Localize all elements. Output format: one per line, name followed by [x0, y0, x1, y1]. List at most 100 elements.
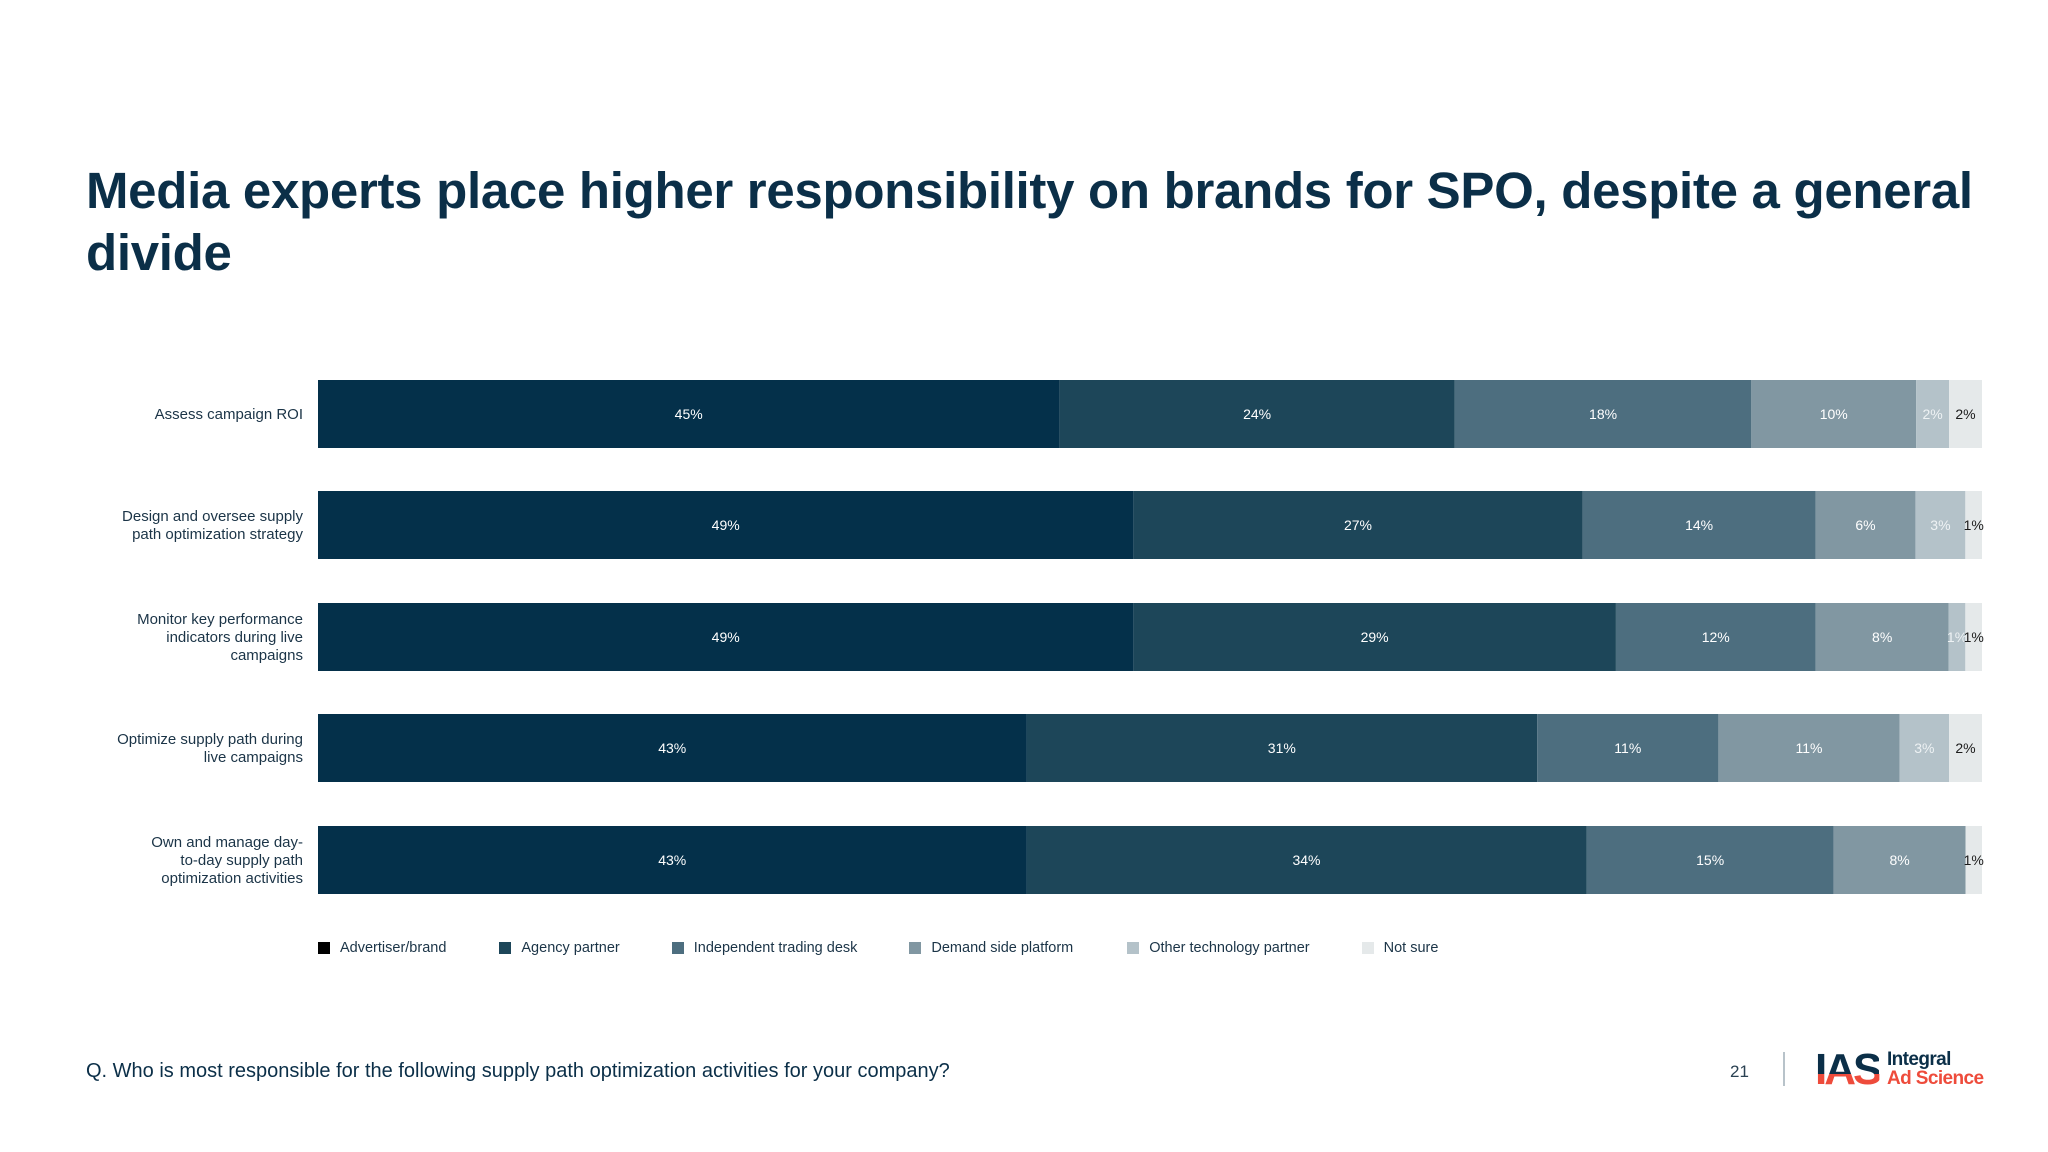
bar-segment-advertiser-brand: [318, 603, 1134, 671]
bar-segment-not-sure: [1965, 826, 1982, 894]
bar-segment-independent-trading-desk: [1586, 826, 1834, 894]
bar-segment-demand-side-platform: [1718, 714, 1900, 782]
legend-item: Independent trading desk: [671, 940, 858, 956]
bar-value-label: 1%: [1964, 629, 1984, 645]
logo-line-2: Ad Science: [1887, 1068, 1984, 1089]
category-label-line: Monitor key performance: [137, 611, 303, 628]
category-label-line: live campaigns: [204, 749, 303, 766]
legend-swatch: [1361, 942, 1374, 954]
chart-legend: Advertiser/brand Agency partner Independen…: [318, 940, 1438, 956]
category-label: Design and oversee supply path optimizati…: [122, 508, 303, 543]
bar-value-label: 18%: [1589, 406, 1617, 422]
bar-segment-other-technology-partner: [1948, 603, 1966, 671]
bar-value-label: 8%: [1872, 629, 1892, 645]
bar-value-label: 49%: [712, 517, 740, 533]
bar-segment-independent-trading-desk: [1582, 491, 1816, 559]
bar-value-label: 29%: [1361, 629, 1389, 645]
bar-segment-demand-side-platform: [1815, 603, 1949, 671]
bar-value-label: 1%: [1964, 517, 1984, 533]
logo-line-1: Integral: [1887, 1049, 1951, 1070]
bar-segment-demand-side-platform: [1815, 491, 1916, 559]
bar-segment-demand-side-platform: [1833, 826, 1966, 894]
bar-segment-not-sure: [1949, 380, 1982, 448]
bar-value-label: 1%: [1947, 629, 1967, 645]
bar-value-label: 6%: [1855, 517, 1875, 533]
legend-item: Other technology partner: [1127, 940, 1310, 956]
page-title: Media experts place higher responsibilit…: [86, 162, 1973, 281]
logo-text: Integral Ad Science: [1887, 1049, 1984, 1089]
bars-group: 45% 24% 18% 10% 2% 2% 49% 27% 14% 6% 3% 1% 49% 29% 12%…: [318, 380, 1984, 894]
bar-value-label: 49%: [712, 629, 740, 645]
legend-item: Agency partner: [499, 940, 620, 956]
legend-item: Not sure: [1361, 940, 1438, 956]
page-number: 21: [1730, 1062, 1749, 1081]
bar-value-label: 45%: [675, 406, 703, 422]
bar-value-label: 43%: [658, 740, 686, 756]
bar-segment-other-technology-partner: [1899, 714, 1950, 782]
bar-segment-demand-side-platform: [1751, 380, 1917, 448]
bar-segment-not-sure: [1949, 714, 1982, 782]
category-labels: Assess campaign ROI Design and oversee su…: [117, 406, 303, 887]
bar-value-label: 11%: [1614, 740, 1641, 756]
bar-value-label: 2%: [1922, 406, 1942, 422]
bar-segment-advertiser-brand: [318, 380, 1060, 448]
bar-value-label: 34%: [1292, 852, 1320, 868]
bar-segment-advertiser-brand: [318, 491, 1134, 559]
bar-value-label: 31%: [1268, 740, 1296, 756]
bar-value-label: 12%: [1702, 629, 1730, 645]
bar-segment-agency-partner: [1133, 491, 1583, 559]
legend-swatch: [909, 942, 922, 954]
bar-value-label: 10%: [1820, 406, 1848, 422]
bar-segment-independent-trading-desk: [1537, 714, 1719, 782]
bar-value-label: 8%: [1890, 852, 1910, 868]
bar-segment-agency-partner: [1026, 826, 1587, 894]
legend-item: Demand side platform: [909, 940, 1073, 956]
category-label: Assess campaign ROI: [155, 406, 303, 423]
bar-value-label: 2%: [1955, 406, 1975, 422]
bar-value-label: 3%: [1914, 740, 1934, 756]
bar-segment-advertiser-brand: [318, 714, 1027, 782]
legend-item: Advertiser/brand: [318, 940, 446, 956]
legend-swatch: [318, 942, 330, 954]
category-label-line: to-day supply path: [180, 852, 303, 869]
category-label: Monitor key performance indicators during…: [137, 611, 303, 664]
legend-label: Advertiser/brand: [340, 940, 447, 956]
legend-swatch: [671, 942, 684, 954]
category-label-line: Optimize supply path during: [117, 731, 303, 748]
bar-segment-agency-partner: [1026, 714, 1538, 782]
category-label-line: optimization activities: [161, 870, 303, 887]
category-label-line: campaigns: [230, 647, 303, 664]
logo-mark: IAS IAS: [1815, 1050, 1883, 1090]
category-label-line: path optimization strategy: [132, 526, 303, 543]
bar-value-label: 1%: [1964, 852, 1984, 868]
bar-segment-independent-trading-desk: [1454, 380, 1752, 448]
bar-segment-independent-trading-desk: [1615, 603, 1816, 671]
bar-value-label: 27%: [1344, 517, 1372, 533]
bar-value-label: 15%: [1696, 852, 1724, 868]
bar-segment-agency-partner: [1133, 603, 1616, 671]
survey-question: Q. Who is most responsible for the follo…: [86, 1060, 950, 1082]
bar-segment-not-sure: [1965, 491, 1982, 559]
bar-segment-other-technology-partner: [1916, 380, 1950, 448]
ias-logo-icon: IAS IAS Integral Ad Science: [1815, 1049, 1984, 1090]
category-label-line: Assess campaign ROI: [155, 406, 303, 423]
bar-value-label: 43%: [658, 852, 686, 868]
bar-segment-advertiser-brand: [318, 826, 1027, 894]
bar-segment-agency-partner: [1059, 380, 1455, 448]
category-label: Own and manage day-to-day supply path opt…: [151, 834, 303, 887]
category-label: Optimize supply path during live campaign…: [117, 731, 303, 766]
category-label-line: Design and oversee supply: [122, 508, 303, 525]
bar-value-label: 11%: [1796, 740, 1823, 756]
bar-value-label: 2%: [1955, 740, 1975, 756]
footer-divider: [1783, 1052, 1785, 1086]
logo-mark-top: IAS: [1815, 1050, 1879, 1074]
legend-label: Independent trading desk: [693, 940, 858, 956]
legend-label: Other technology partner: [1149, 940, 1310, 956]
bar-value-label: 24%: [1243, 406, 1271, 422]
legend-label: Demand side platform: [931, 940, 1074, 956]
bar-value-label: 14%: [1685, 517, 1713, 533]
legend-swatch: [499, 942, 512, 954]
legend-label: Agency partner: [521, 940, 620, 956]
bar-segment-other-technology-partner: [1915, 491, 1966, 559]
